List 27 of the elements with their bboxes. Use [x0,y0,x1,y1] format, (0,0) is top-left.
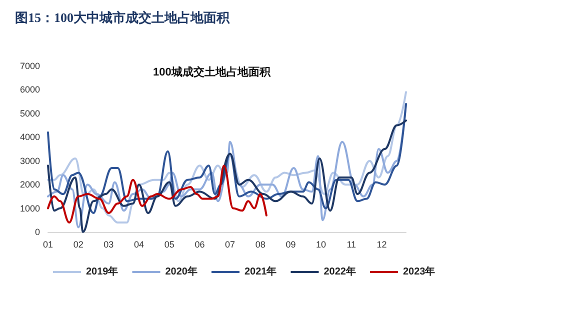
legend-label: 2020年 [165,266,198,278]
y-tick-label: 2000 [20,180,40,190]
x-tick-label: 10 [316,240,326,250]
x-tick-label: 02 [73,240,84,250]
chart-subtitle: 100城成交土地占地面积 [153,66,272,78]
x-tick-label: 08 [255,240,266,250]
y-tick-label: 1000 [20,203,40,214]
y-tick-label: 3000 [20,156,40,166]
y-tick-label: 7000 [20,61,40,71]
x-tick-label: 03 [104,240,114,250]
legend-label: 2023年 [402,266,436,278]
x-tick-label: 05 [164,240,174,250]
legend-label: 2019年 [86,266,118,278]
y-tick-label: 0 [34,227,40,237]
x-tick-label: 01 [42,240,54,250]
y-tick-label: 6000 [20,84,40,95]
legend-label: 2022年 [324,266,356,278]
x-tick-label: 06 [194,240,205,250]
x-tick-label: 09 [286,240,296,250]
y-tick-label: 4000 [20,132,40,142]
x-tick-label: 04 [134,240,144,250]
legend-label: 2021年 [244,266,277,278]
x-tick-label: 12 [376,240,387,250]
x-tick-label: 11 [346,240,356,250]
x-tick-label: 07 [225,240,236,250]
y-tick-label: 5000 [20,108,40,118]
chart-title: 图15：100大中城市成交土地占地面积 [15,10,230,25]
